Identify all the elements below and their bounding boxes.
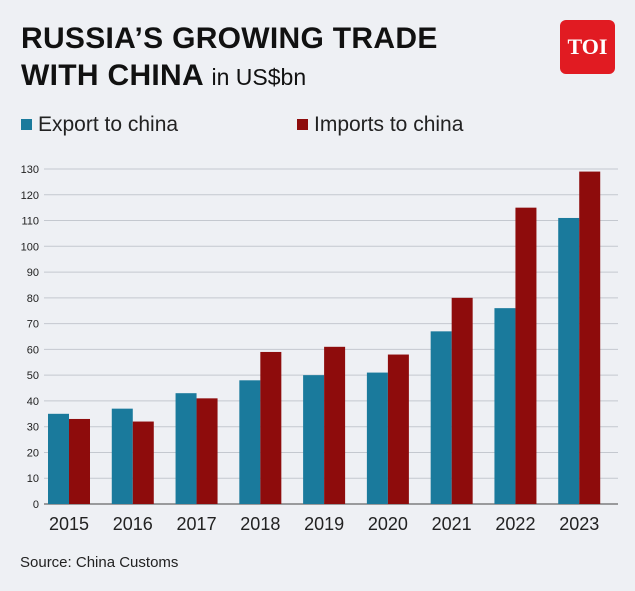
- title-line-2-text: WITH CHINA: [21, 59, 203, 92]
- import-bar: 2017 Imports to china: 41: [196, 398, 218, 504]
- y-tick-label: 20: [27, 447, 39, 459]
- x-tick-label: 2016: [113, 514, 153, 534]
- title-line-2: WITH CHINA in US$bn: [21, 57, 438, 96]
- y-tick-label: 40: [27, 396, 39, 408]
- import-bar: 2020 Imports to china: 58: [387, 354, 409, 504]
- export-bar: 2019 Export to china: 50: [303, 375, 325, 504]
- export-bar: 2018 Export to china: 48: [239, 380, 261, 504]
- legend-swatch-imports: [297, 119, 308, 130]
- x-tick-label: 2022: [495, 514, 535, 534]
- y-tick-label: 130: [21, 164, 39, 176]
- x-tick-label: 2020: [368, 514, 408, 534]
- legend-label-imports: Imports to china: [314, 113, 464, 136]
- y-tick-label: 10: [27, 473, 39, 485]
- x-tick-label: 2021: [432, 514, 472, 534]
- import-bar: 2016 Imports to china: 32: [132, 421, 154, 504]
- legend-item-imports: Imports to china: [297, 113, 463, 137]
- title-line-1: RUSSIA’S GROWING TRADE: [21, 22, 438, 55]
- export-bar: 2022 Export to china: 76: [494, 308, 516, 504]
- y-tick-label: 30: [27, 422, 39, 434]
- legend-swatch-exports: [21, 119, 32, 130]
- bar-chart: 0 10 20 30 40 50 60 70 80 90 100 110 120 130 2015 Expo…: [21, 164, 618, 534]
- import-bar: 2019 Imports to china: 61: [324, 346, 346, 504]
- y-tick-label: 80: [27, 293, 39, 305]
- title-unit: in US$bn: [211, 64, 307, 90]
- y-tick-label: 0: [33, 499, 39, 511]
- x-tick-label: 2023: [559, 514, 599, 534]
- export-bar: 2023 Export to china: 111: [558, 217, 580, 504]
- x-tick-label: 2018: [240, 514, 280, 534]
- legend-label-exports: Export to china: [38, 113, 179, 136]
- import-bar: 2022 Imports to china: 115: [515, 207, 537, 504]
- import-bar: 2015 Imports to china: 33: [69, 418, 90, 504]
- source-note: Source: China Customs: [20, 554, 179, 571]
- x-tick-label: 2015: [49, 514, 89, 534]
- y-tick-label: 60: [27, 344, 39, 356]
- import-bar: 2023 Imports to china: 129: [579, 171, 601, 505]
- legend-item-exports: Export to china: [21, 113, 178, 137]
- x-tick-label: 2019: [304, 514, 344, 534]
- y-tick-label: 120: [21, 190, 39, 202]
- x-tick-label: 2017: [177, 514, 217, 534]
- y-tick-label: 90: [27, 267, 39, 279]
- export-bar: 2020 Export to china: 51: [366, 372, 388, 504]
- export-bar: 2015 Export to china: 35: [48, 413, 69, 504]
- y-tick-label: 50: [27, 370, 39, 382]
- legend: Export to china Imports to china: [21, 113, 621, 143]
- export-bar: 2021 Export to china: 67: [430, 331, 452, 504]
- export-bar: 2016 Export to china: 37: [111, 408, 133, 504]
- import-bar: 2018 Imports to china: 59: [260, 351, 282, 504]
- import-bar: 2021 Imports to china: 80: [451, 297, 473, 504]
- y-tick-label: 100: [21, 241, 39, 253]
- y-tick-label: 110: [21, 216, 39, 228]
- y-tick-label: 70: [27, 319, 39, 331]
- export-bar: 2017 Export to china: 43: [175, 393, 197, 504]
- toi-logo: TOI: [560, 20, 615, 74]
- chart-title: RUSSIA’S GROWING TRADE WITH CHINA in US$…: [21, 20, 438, 96]
